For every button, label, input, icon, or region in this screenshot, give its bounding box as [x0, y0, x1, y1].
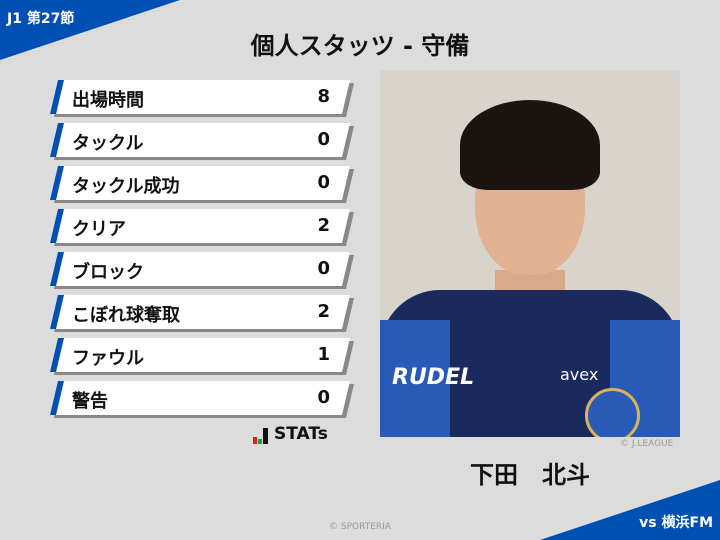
stats-logo-text: STATs	[274, 424, 328, 444]
stat-row: 警告 0	[50, 381, 355, 416]
stat-value: 0	[317, 129, 330, 150]
stat-label: 出場時間	[72, 90, 144, 111]
stat-value: 1	[317, 344, 330, 365]
stat-row: タックル 0	[50, 123, 355, 158]
stat-row: ファウル 1	[50, 338, 355, 373]
stat-value: 0	[317, 172, 330, 193]
stat-row: クリア 2	[50, 209, 355, 244]
stat-label: 警告	[72, 391, 108, 412]
row-bar	[50, 381, 350, 415]
stat-value: 0	[317, 258, 330, 279]
stat-value: 2	[317, 301, 330, 322]
copyright: © SPORTERIA	[329, 522, 391, 532]
stat-row: 出場時間 8	[50, 80, 355, 115]
stats-logo: STATs	[253, 424, 328, 444]
stat-label: ブロック	[72, 262, 144, 283]
player-photo: RUDEL avex	[380, 70, 680, 437]
stats-list: 出場時間 8 タックル 0 タックル成功 0 クリア 2 ブロック 0 こぼれ球奪取 2 ファウル 1 警告…	[50, 80, 355, 424]
stat-row: タックル成功 0	[50, 166, 355, 201]
row-bar	[50, 252, 350, 286]
page-title: 個人スタッツ - 守備	[250, 32, 470, 60]
stat-value: 8	[317, 86, 330, 107]
stat-label: こぼれ球奪取	[72, 305, 180, 326]
stat-row: ブロック 0	[50, 252, 355, 287]
player-name: 下田 北斗	[470, 461, 590, 489]
stat-label: タックル	[72, 133, 144, 154]
bar-chart-icon	[253, 428, 268, 444]
row-bar	[50, 209, 350, 243]
stat-label: タックル成功	[72, 176, 180, 197]
stat-value: 0	[317, 387, 330, 408]
photo-credit: © J.LEAGUE	[620, 439, 674, 449]
jersey-sponsor-2: avex	[560, 365, 599, 384]
row-bar	[50, 80, 350, 114]
opponent-label: vs 横浜FM	[639, 515, 713, 531]
stat-label: クリア	[72, 219, 126, 240]
stat-row: こぼれ球奪取 2	[50, 295, 355, 330]
row-bar	[50, 295, 350, 329]
round-label: J1 第27節	[7, 11, 75, 27]
row-bar	[50, 123, 350, 157]
club-badge-icon	[585, 388, 640, 437]
jersey-sponsor: RUDEL	[392, 365, 475, 390]
stat-label: ファウル	[72, 348, 144, 369]
row-bar	[50, 166, 350, 200]
stat-value: 2	[317, 215, 330, 236]
row-bar	[50, 338, 350, 372]
